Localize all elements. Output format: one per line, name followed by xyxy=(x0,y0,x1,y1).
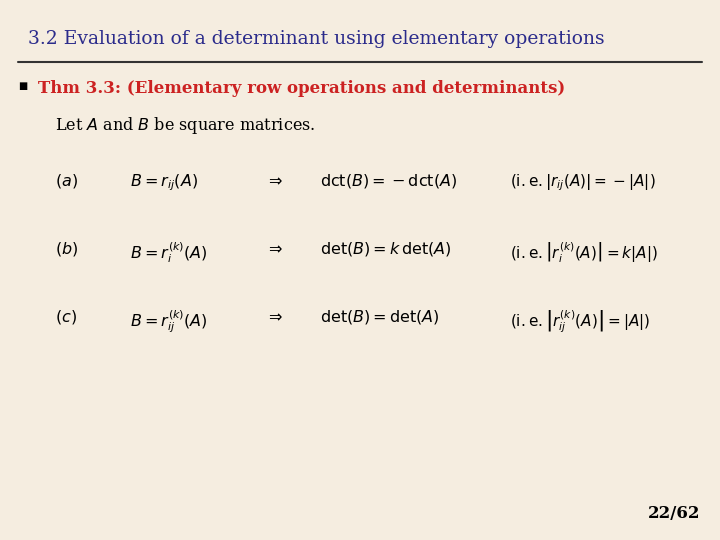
Text: $(\mathrm{i.e.}\left|r_{ij}^{(k)}(A)\right| = |A|)$: $(\mathrm{i.e.}\left|r_{ij}^{(k)}(A)\rig… xyxy=(510,308,650,335)
Text: 3.2 Evaluation of a determinant using elementary operations: 3.2 Evaluation of a determinant using el… xyxy=(28,30,605,48)
Text: $\Rightarrow$: $\Rightarrow$ xyxy=(265,240,283,257)
Text: $(\mathrm{i.e.}\left|r_{ij}(A)\right| = -|A|)$: $(\mathrm{i.e.}\left|r_{ij}(A)\right| = … xyxy=(510,172,656,193)
Text: $\blacksquare$: $\blacksquare$ xyxy=(18,80,28,92)
Text: $B = r_{ij}(A)$: $B = r_{ij}(A)$ xyxy=(130,172,198,193)
Text: $\mathrm{det}(B) = k\,\mathrm{det}(A)$: $\mathrm{det}(B) = k\,\mathrm{det}(A)$ xyxy=(320,240,451,258)
Text: $(c)$: $(c)$ xyxy=(55,308,77,326)
Text: Thm 3.3: (Elementary row operations and determinants): Thm 3.3: (Elementary row operations and … xyxy=(38,80,565,97)
Text: $(b)$: $(b)$ xyxy=(55,240,78,258)
Text: $B = r_{ij}^{(k)}(A)$: $B = r_{ij}^{(k)}(A)$ xyxy=(130,308,208,335)
Text: $\mathrm{det}(B) = \mathrm{det}(A)$: $\mathrm{det}(B) = \mathrm{det}(A)$ xyxy=(320,308,440,326)
Text: $\Rightarrow$: $\Rightarrow$ xyxy=(265,172,283,189)
Text: $(\mathrm{i.e.}\left|r_i^{(k)}(A)\right| = k|A|)$: $(\mathrm{i.e.}\left|r_i^{(k)}(A)\right|… xyxy=(510,240,658,265)
Text: $\Rightarrow$: $\Rightarrow$ xyxy=(265,308,283,325)
Text: $(a)$: $(a)$ xyxy=(55,172,78,190)
Text: 22/62: 22/62 xyxy=(647,505,700,522)
Text: Let $A$ and $B$ be square matrices.: Let $A$ and $B$ be square matrices. xyxy=(55,115,315,136)
Text: $B = r_i^{(k)}(A)$: $B = r_i^{(k)}(A)$ xyxy=(130,240,208,265)
Text: $\mathrm{dct}(B) = -\mathrm{dct}(A)$: $\mathrm{dct}(B) = -\mathrm{dct}(A)$ xyxy=(320,172,457,190)
